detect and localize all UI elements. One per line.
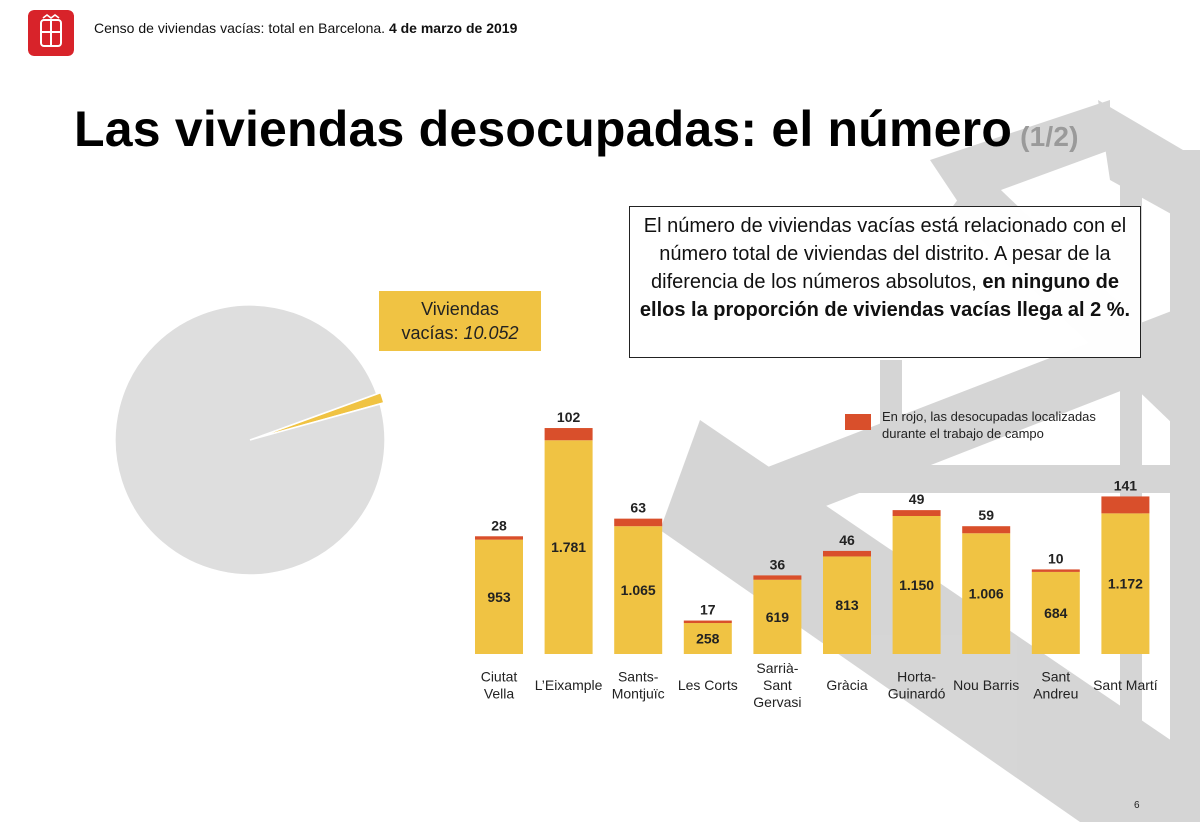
x-tick-label-line: Guinardó (888, 686, 946, 702)
data-label-vacias: 258 (696, 631, 720, 647)
x-tick-label-line: Sarrià- (756, 660, 798, 676)
x-tick-label-line: Sant (1041, 669, 1070, 685)
bar-desocupadas (614, 518, 663, 527)
pie-slice (114, 304, 386, 576)
callout-text: El número de viviendas vacías está relac… (643, 215, 1127, 293)
header: Censo de viviendas vacías: total en Barc… (94, 20, 517, 36)
x-tick-label: Ciutat Vella (481, 669, 518, 702)
x-tick-label-line: Gràcia (826, 677, 867, 693)
data-label-desocupadas: 17 (700, 602, 716, 618)
data-label-desocupadas: 10 (1048, 550, 1064, 566)
pie-label-line1: Viviendas (421, 299, 499, 319)
x-tick-label-line: Vella (484, 686, 515, 702)
data-label-desocupadas: 102 (557, 409, 581, 425)
bar-vacias (892, 516, 941, 654)
bar-desocupadas (1031, 569, 1080, 572)
bar-vacias (1031, 571, 1080, 654)
callout-box: El número de viviendas vacías está relac… (629, 206, 1141, 358)
bar-vacias (683, 623, 732, 654)
data-label-vacias: 813 (835, 597, 859, 613)
x-tick-label: Sant Andreu (1033, 669, 1078, 702)
data-label-vacias: 684 (1044, 605, 1068, 621)
x-tick-label: Sant Martí (1093, 677, 1158, 693)
pie-label-line2: vacías: 10.052 (379, 321, 541, 345)
page-number: 6 (1134, 800, 1140, 811)
x-tick-label-line: Horta- (897, 669, 936, 685)
x-tick-label-line: Sant Martí (1093, 677, 1158, 693)
bar-desocupadas (683, 620, 732, 624)
data-label-vacias: 1.150 (899, 577, 934, 593)
x-tick-label-line: Montjuïc (612, 686, 665, 702)
x-tick-label: Nou Barris (953, 677, 1019, 693)
x-tick-label-line: Sant (763, 677, 792, 693)
x-tick-label: Sants-Montjuïc (612, 669, 665, 702)
bar-vacias (1101, 513, 1150, 654)
bar-vacias (823, 556, 871, 654)
data-label-desocupadas: 59 (978, 507, 994, 523)
bar-vacias (753, 579, 802, 654)
bar-desocupadas (1101, 496, 1150, 514)
legend-text: En rojo, las desocupadas localizadas dur… (882, 409, 1096, 441)
x-tick-label-line: Nou Barris (953, 677, 1019, 693)
data-label-vacias: 1.172 (1108, 576, 1143, 592)
x-tick-label-line: Gervasi (753, 694, 801, 710)
bar-vacias (962, 533, 1011, 654)
x-tick-label: Horta-Guinardó (888, 669, 946, 702)
x-tick-label: Gràcia (826, 677, 867, 693)
bar-desocupadas (892, 510, 941, 516)
data-label-desocupadas: 28 (491, 517, 507, 533)
x-tick-label: Les Corts (678, 677, 738, 693)
page-title-part: (1/2) (1020, 121, 1079, 152)
data-label-desocupadas: 46 (839, 532, 855, 548)
bar-vacias (544, 440, 593, 654)
data-label-desocupadas: 63 (630, 500, 646, 516)
barcelona-city-logo-icon (28, 10, 74, 56)
bar-desocupadas (823, 550, 871, 557)
bar-vacias (614, 526, 663, 654)
header-date: 4 de marzo de 2019 (388, 20, 518, 36)
x-tick-label: L’Eixample (535, 677, 603, 693)
x-tick-label: Sarrià-Sant Gervasi (753, 660, 801, 710)
bar-desocupadas (753, 575, 802, 580)
x-tick-label-line: Sants- (618, 669, 659, 685)
page-title: Las viviendas desocupadas: el número (1/2… (74, 100, 1079, 158)
bar-vacias (475, 539, 523, 654)
pie-label-prefix: vacías: (401, 323, 464, 343)
x-tick-label-line: L’Eixample (535, 677, 603, 693)
legend-swatch-icon (845, 414, 871, 430)
data-label-vacias: 619 (766, 609, 790, 625)
data-label-vacias: 953 (487, 589, 511, 605)
data-label-desocupadas: 141 (1114, 477, 1138, 493)
x-tick-label-line: Ciutat (481, 669, 518, 685)
bar-desocupadas (475, 536, 523, 540)
data-label-vacias: 1.006 (969, 586, 1004, 602)
bar-desocupadas (962, 526, 1011, 534)
page-title-main: Las viviendas desocupadas: el número (74, 101, 1013, 157)
pie-label-value: 10.052 (463, 323, 519, 343)
x-tick-label-line: Andreu (1033, 686, 1078, 702)
data-label-desocupadas: 36 (770, 556, 786, 572)
data-label-vacias: 1.781 (551, 539, 586, 555)
pie-label: Viviendas vacías: 10.052 (379, 291, 541, 351)
data-label-vacias: 1.065 (621, 582, 656, 598)
callout-bold-text: en ninguno de ellos la proporción de viv… (639, 271, 1131, 321)
data-label-desocupadas: 49 (909, 491, 925, 507)
header-text: Censo de viviendas vacías: total en Barc… (94, 20, 386, 36)
x-tick-label-line: Les Corts (678, 677, 738, 693)
bar-desocupadas (544, 428, 593, 441)
